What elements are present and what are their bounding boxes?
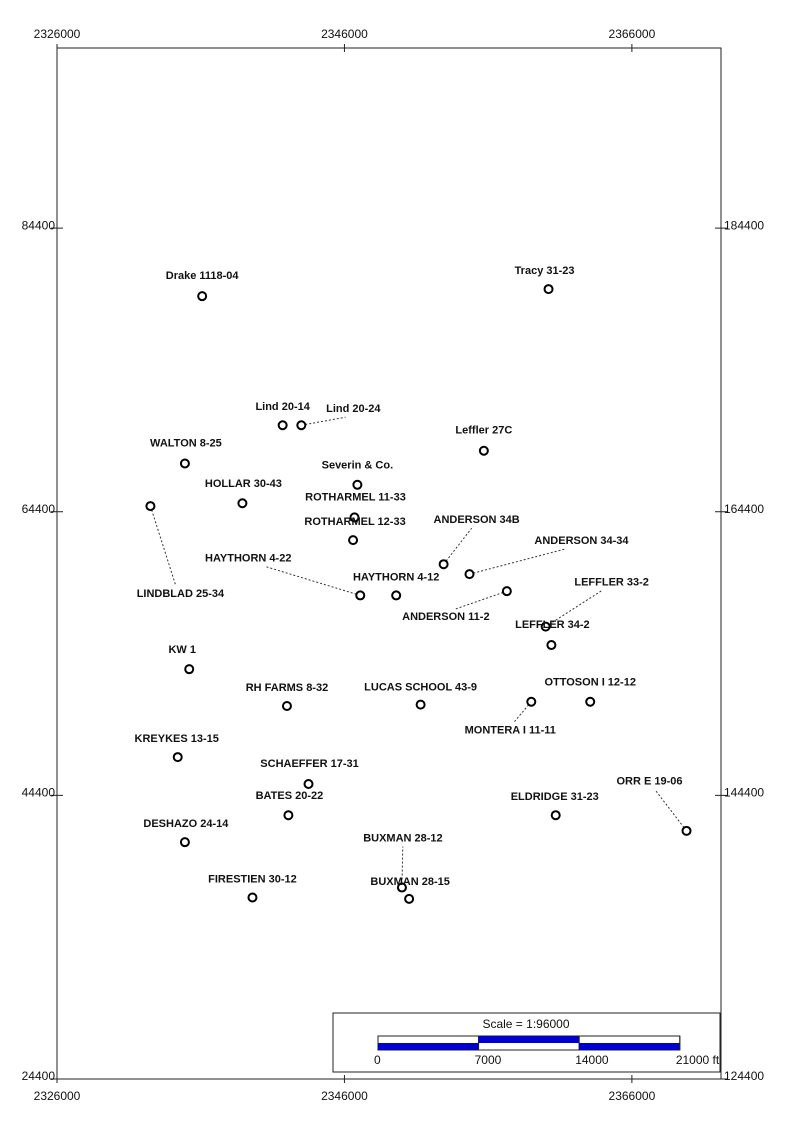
well-label: HAYTHORN 4-22 — [205, 552, 291, 564]
x-tick-label: 2346000 — [321, 27, 368, 41]
leader-line — [469, 548, 565, 575]
well-label: BATES 20-22 — [256, 790, 324, 802]
well-label: LUCAS SCHOOL 43-9 — [364, 682, 477, 694]
x-tick-label: 2326000 — [34, 27, 81, 41]
well — [526, 696, 537, 707]
leader-line — [149, 505, 177, 587]
well-label: BUXMAN 28-12 — [363, 832, 442, 844]
well-label: FIRESTIEN 30-12 — [208, 873, 297, 885]
well — [281, 701, 292, 712]
well-label: ANDERSON 11-2 — [402, 611, 489, 623]
y2-tick-label: 184400 — [724, 218, 764, 232]
well-label: BUXMAN 28-15 — [370, 876, 449, 888]
scale-label: 14000 — [575, 1053, 609, 1067]
well-label: Leffler 27C — [455, 425, 512, 437]
well-label: RH FARMS 8-32 — [246, 682, 329, 694]
leader-line — [443, 527, 473, 565]
well — [478, 445, 489, 456]
leader-line — [454, 590, 508, 610]
well-label: Drake 1118-04 — [166, 270, 240, 282]
well — [277, 420, 288, 431]
well — [184, 664, 195, 675]
well — [546, 640, 557, 651]
well — [438, 559, 449, 570]
well — [415, 699, 426, 710]
leader-line — [654, 789, 687, 832]
well — [681, 825, 692, 836]
well — [145, 501, 156, 512]
well — [355, 590, 366, 601]
well-label: ELDRIDGE 31-23 — [511, 791, 599, 803]
y-tick-label: 84400 — [22, 218, 56, 232]
map-frame — [56, 47, 722, 1080]
leader-line — [401, 846, 404, 888]
well-label: LEFFLER 33-2 — [574, 577, 649, 589]
scale-segment-fill — [378, 1043, 479, 1050]
well — [404, 893, 415, 904]
y-tick-label: 24400 — [22, 1069, 56, 1083]
leader-line — [301, 416, 346, 426]
y2-tick-label: 164400 — [724, 502, 764, 516]
y2-tick-label: 144400 — [724, 786, 764, 800]
well — [296, 420, 307, 431]
well — [550, 810, 561, 821]
well-label: DESHAZO 24-14 — [143, 818, 229, 830]
well — [543, 284, 554, 295]
y-tick-label: 64400 — [22, 502, 56, 516]
well-label: ANDERSON 34-34 — [534, 535, 629, 547]
y-tick-label: 44400 — [22, 786, 56, 800]
well — [501, 586, 512, 597]
well-label: HAYTHORN 4-12 — [353, 571, 439, 583]
well-label: ROTHARMEL 11-33 — [305, 491, 406, 503]
well-label: WALTON 8-25 — [150, 437, 222, 449]
well-label: MONTERA I 11-11 — [465, 725, 556, 737]
scale-segment-fill — [579, 1043, 680, 1050]
well-label: ORR E 19-06 — [616, 776, 682, 788]
well-label: HOLLAR 30-43 — [205, 478, 282, 490]
well — [237, 498, 248, 509]
well-label: OTTOSON I 12-12 — [544, 677, 636, 689]
well — [585, 696, 596, 707]
well-label: KW 1 — [168, 644, 196, 656]
well — [464, 569, 475, 580]
y2-tick-label: 124400 — [724, 1069, 764, 1083]
well — [283, 810, 294, 821]
well — [349, 512, 360, 523]
well-label: Tracy 31-23 — [515, 265, 575, 277]
well-label: LEFFLER 34-2 — [515, 619, 590, 631]
scale-label: 0 — [374, 1053, 381, 1067]
scale-label: 21000 ft — [676, 1053, 720, 1067]
x-tick-label: 2346000 — [321, 1089, 368, 1103]
well-label: ROTHARMEL 12-33 — [304, 516, 405, 528]
well — [396, 882, 407, 893]
scale-label: 7000 — [475, 1053, 502, 1067]
well — [197, 291, 208, 302]
x-tick-label: 2366000 — [609, 27, 656, 41]
well — [348, 535, 359, 546]
well-label: KREYKES 13-15 — [135, 733, 219, 745]
well-label: ANDERSON 34B — [434, 514, 520, 526]
x-tick-label: 2366000 — [609, 1089, 656, 1103]
well — [540, 621, 551, 632]
well — [172, 752, 183, 763]
leader-line — [545, 590, 603, 628]
x-tick-label: 2326000 — [34, 1089, 81, 1103]
well-label: Lind 20-24 — [326, 403, 381, 415]
scale-segment-fill — [478, 1036, 580, 1043]
well — [352, 479, 363, 490]
well — [179, 458, 190, 469]
well — [391, 590, 402, 601]
well-label: SCHAEFFER 17-31 — [260, 758, 358, 770]
well-label: LINDBLAD 25-34 — [137, 588, 225, 600]
scale-title: Scale = 1:96000 — [482, 1017, 569, 1031]
leader-line — [264, 565, 361, 596]
well — [303, 779, 314, 790]
well — [247, 892, 258, 903]
well-label: Severin & Co. — [322, 460, 394, 472]
well-label: Lind 20-14 — [255, 401, 310, 413]
well — [179, 837, 190, 848]
